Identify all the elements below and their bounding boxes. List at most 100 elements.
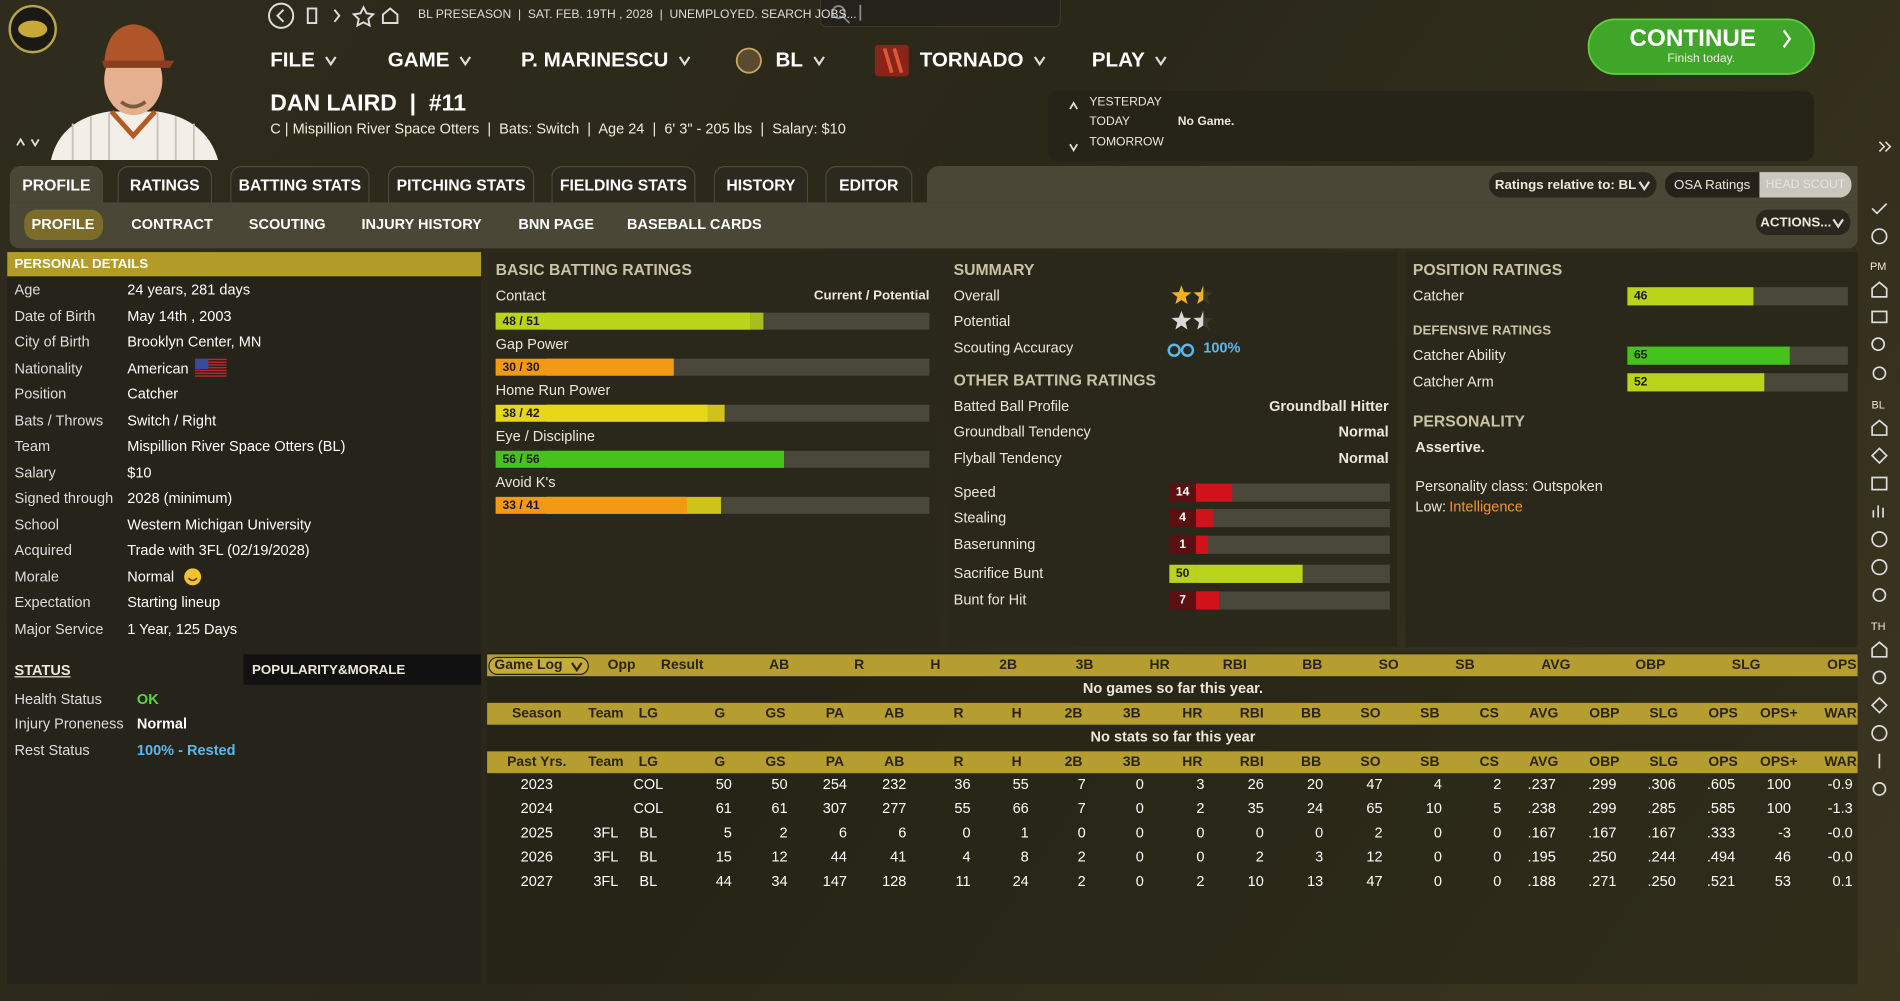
game-log-selector[interactable] <box>488 656 589 676</box>
menu-item[interactable]: PLAY <box>1091 48 1145 72</box>
table-header-row <box>487 702 1858 725</box>
table-cell: 0 <box>1315 824 1324 842</box>
rating-bar <box>1195 508 1214 528</box>
osa-ratings[interactable]: OSA Ratings <box>1664 172 1760 198</box>
table-cell: -0.0 <box>1827 848 1853 866</box>
dropdown-chevron <box>1033 56 1046 67</box>
schedule-day: TODAY <box>1089 115 1130 129</box>
tab[interactable]: FIELDING STATS <box>551 166 696 203</box>
menu-item[interactable]: P. MARINESCU <box>521 48 669 72</box>
table-cell: 5 <box>1493 799 1502 817</box>
column-header: SB <box>1420 706 1440 722</box>
popularity-box[interactable]: POPULARITY&MORALE <box>243 654 482 685</box>
detail-label: School <box>14 515 60 533</box>
table-cell: 55 <box>954 799 971 817</box>
tab[interactable]: HISTORY <box>713 166 809 203</box>
subtab[interactable]: PROFILE <box>31 215 95 233</box>
column-header: R <box>953 706 964 722</box>
detail-value: $10 <box>127 463 152 481</box>
continue-label[interactable]: CONTINUE <box>1629 25 1757 53</box>
schedule-box <box>1048 90 1814 162</box>
table-cell: -0.0 <box>1827 824 1853 842</box>
subtab[interactable]: BASEBALL CARDS <box>626 215 762 233</box>
menu-item[interactable]: GAME <box>387 48 450 72</box>
sidebar-icons[interactable] <box>1870 202 1888 796</box>
column-header[interactable]: Game Log <box>494 658 563 673</box>
tab[interactable]: EDITOR <box>825 166 913 203</box>
table-cell: 100 <box>1766 799 1791 817</box>
table-cell: 0 <box>1433 824 1442 842</box>
column-header: Past Yrs. <box>507 754 567 770</box>
actions-button[interactable]: ACTIONS... <box>1755 209 1851 236</box>
menu-item[interactable]: BL <box>775 48 803 72</box>
column-header: CS <box>1479 754 1499 770</box>
detail-label: Nationality <box>14 359 83 377</box>
table-cell: .237 <box>1527 775 1556 793</box>
detail-label: Position <box>14 385 67 403</box>
summary-value: Normal <box>1338 422 1389 440</box>
table-cell: .306 <box>1647 775 1676 793</box>
detail-value: Starting lineup <box>127 593 221 611</box>
tab[interactable]: PROFILE <box>9 166 103 203</box>
flag-stripe <box>195 369 227 371</box>
status-value: OK <box>136 690 159 708</box>
nav-icons[interactable] <box>268 2 399 29</box>
game-logo-mark <box>18 20 48 38</box>
menu-item[interactable]: TORNADO <box>919 48 1024 72</box>
detail-label: Signed through <box>14 489 114 507</box>
subtab[interactable]: INJURY HISTORY <box>361 215 482 233</box>
tab[interactable]: RATINGS <box>117 166 213 203</box>
star-fill <box>1193 285 1204 305</box>
tab[interactable]: PITCHING STATS <box>387 166 535 203</box>
column-header: OBP <box>1589 754 1620 770</box>
subtab[interactable]: CONTRACT <box>131 215 213 233</box>
table-cell: 2026 <box>520 848 553 866</box>
table-cell: COL <box>633 799 664 817</box>
table-cell: 3FL <box>593 824 619 842</box>
schedule-day[interactable]: YESTERDAY <box>1089 95 1162 110</box>
table-cell: 0 <box>962 824 971 842</box>
lens <box>1180 343 1195 357</box>
bar-track <box>1195 508 1390 528</box>
table-cell: 26 <box>1247 775 1264 793</box>
column-header: 2B <box>999 658 1018 673</box>
subtab[interactable]: BNN PAGE <box>518 215 595 233</box>
detail-label: Date of Birth <box>14 307 96 325</box>
table-cell: 277 <box>882 799 907 817</box>
flag-stripe <box>195 374 227 377</box>
column-header: CS <box>1479 706 1499 722</box>
search-box[interactable] <box>819 0 1061 28</box>
left-panel <box>7 252 482 985</box>
ratings-relative[interactable]: Ratings relative to: BL <box>1489 172 1657 198</box>
table-cell: 15 <box>715 848 732 866</box>
dropdown-chevron <box>678 56 691 67</box>
rating-box: 1 <box>1169 535 1196 554</box>
summary-label: Overall <box>953 287 1000 305</box>
table-cell: 13 <box>1307 872 1324 890</box>
chevron-path <box>571 662 583 673</box>
table-cell: 0 <box>1493 824 1502 842</box>
subtab[interactable]: SCOUTING <box>248 215 326 233</box>
menu-item[interactable]: FILE <box>270 48 315 72</box>
flag-stripe <box>195 358 227 360</box>
column-header: LG <box>638 754 658 770</box>
table-cell: .244 <box>1647 848 1676 866</box>
table-cell: 0 <box>1433 848 1442 866</box>
chevron-path <box>678 56 691 67</box>
rating-box: 4 <box>1169 508 1196 528</box>
schedule-day[interactable]: TOMORROW <box>1089 135 1164 150</box>
table-cell: 2023 <box>520 775 553 793</box>
detail-label: Major Service <box>14 619 104 637</box>
head-scout[interactable]: HEAD SCOUT <box>1759 172 1852 198</box>
detail-value: Switch / Right <box>127 411 217 429</box>
detail-value: Trade with 3FL (02/19/2028) <box>127 541 310 559</box>
continue-button-bg[interactable] <box>1587 18 1815 75</box>
current-bar <box>546 404 708 422</box>
chevron-path <box>325 56 337 67</box>
tab[interactable]: BATTING STATS <box>230 166 370 203</box>
table-cell: 0 <box>1493 848 1502 866</box>
summary-label: Scouting Accuracy <box>953 339 1074 357</box>
panel-title: BASIC BATTING RATINGS <box>495 260 692 279</box>
table-cell: 2027 <box>520 872 553 890</box>
rating-box: 50 <box>1169 564 1196 583</box>
